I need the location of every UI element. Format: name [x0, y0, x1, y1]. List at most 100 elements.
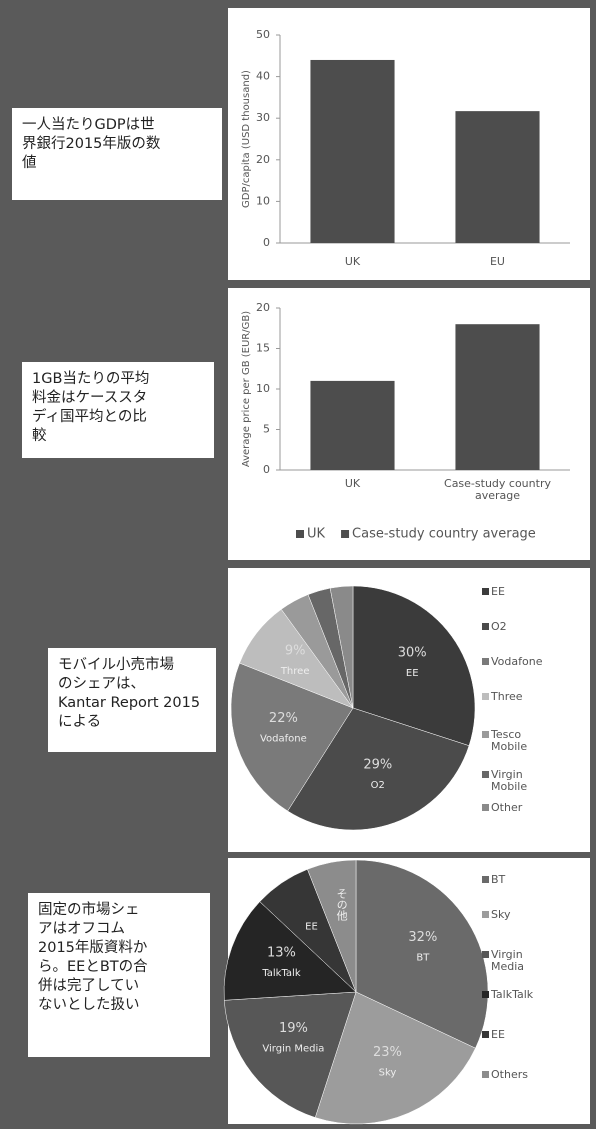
- bar: [455, 324, 540, 470]
- legend-swatch: [482, 588, 489, 595]
- value-label: 23%: [373, 1045, 402, 1060]
- note-line: 固定の市場シェ: [38, 902, 140, 918]
- legend-label: Virgin Media: [491, 948, 525, 973]
- pie-slice: [329, 585, 354, 709]
- note: モバイル小売市場 のシェアは、 Kantar Report 2015 による: [48, 648, 216, 752]
- y-axis-label: Average price per GB (EUR/GB): [241, 311, 252, 467]
- value-label: 22%: [269, 711, 298, 726]
- legend-swatch: [296, 530, 304, 538]
- legend-swatch: [341, 530, 350, 538]
- legend-label: Virgin Mobile: [491, 768, 528, 793]
- x-tick-label: UK: [344, 477, 361, 490]
- legend-label: BT: [491, 873, 506, 886]
- legend-label: Vodafone: [491, 655, 543, 668]
- pie-slice: [287, 707, 470, 831]
- value-label: 13%: [267, 946, 296, 961]
- legend-swatch: [482, 951, 489, 958]
- slice-label: O2: [371, 780, 385, 791]
- legend-swatch: [482, 876, 489, 883]
- slice-label: TalkTalk: [261, 968, 301, 979]
- note-line: ら。EEとBTの合: [38, 959, 148, 975]
- note-line: 併は完了してい: [38, 978, 140, 994]
- note-line: による: [58, 714, 102, 730]
- pie-slice: [307, 859, 357, 993]
- y-tick-label: 0: [263, 236, 270, 249]
- y-tick-label: 20: [256, 301, 270, 314]
- legend-label: Tesco Mobile: [491, 728, 528, 753]
- note-line: 界銀行2015年版の数: [22, 136, 161, 152]
- x-tick-label: EU: [489, 255, 505, 268]
- note-line: アはオフコム: [38, 921, 125, 937]
- legend-label: Three: [491, 690, 523, 703]
- y-tick-label: 0: [263, 463, 270, 476]
- legend-label: Others: [491, 1068, 528, 1081]
- y-tick-label: 5: [263, 423, 270, 436]
- pie-slice: [314, 991, 476, 1125]
- bar: [310, 59, 395, 244]
- slice-label: Vodafone: [260, 734, 307, 745]
- pie-slice: [223, 991, 357, 1118]
- note: 1GB当たりの平均 料金はケーススタ ディ国平均との比較: [22, 362, 214, 458]
- y-tick-label: 40: [256, 70, 270, 83]
- legend-swatch: [482, 693, 489, 700]
- slice-label: Three: [280, 666, 310, 677]
- pie-slice: [355, 859, 489, 1049]
- note-line: 値: [22, 155, 37, 171]
- y-tick-label: 15: [256, 342, 270, 355]
- value-label: 9%: [285, 644, 306, 659]
- legend-swatch: [482, 911, 489, 918]
- note-line: Kantar Report 2015: [58, 695, 201, 711]
- legend-label: EE: [491, 585, 505, 598]
- note-line: 較: [32, 428, 47, 444]
- legend-label: O2: [491, 620, 507, 633]
- legend-swatch: [482, 991, 489, 998]
- note-line: ディ国平均との比: [32, 409, 147, 425]
- note-line: 一人当たりGDPは世: [22, 117, 155, 133]
- note-line: のシェアは、: [58, 676, 145, 692]
- slice-label: EE: [305, 921, 318, 932]
- note-line: 1GB当たりの平均: [32, 371, 150, 387]
- note-line: ないとした扱い: [38, 997, 140, 1013]
- legend-swatch: [482, 623, 489, 630]
- legend-label: Sky: [491, 908, 511, 921]
- value-label: 19%: [279, 1021, 308, 1036]
- y-tick-label: 30: [256, 111, 270, 124]
- y-tick-label: 50: [256, 28, 270, 41]
- legend-label: EE: [491, 1028, 505, 1041]
- note: 一人当たりGDPは世 界銀行2015年版の数値: [12, 108, 222, 200]
- slice-label: Sky: [379, 1068, 397, 1079]
- slice-label: Virgin Media: [262, 1044, 324, 1055]
- note-line: 料金はケーススタ: [32, 390, 148, 406]
- bar: [455, 111, 540, 244]
- y-tick-label: 10: [256, 194, 270, 207]
- bar: [310, 380, 395, 470]
- legend-label: UK: [307, 527, 326, 542]
- pie-slice: [352, 585, 476, 747]
- slice-label: その他: [335, 888, 348, 921]
- legend-label: Case-study country average: [352, 527, 536, 542]
- pie-slice: [223, 901, 357, 1001]
- note: 固定の市場シェ アはオフコム 2015年版資料か ら。EEとBTの合 併は完了してい ない…: [28, 893, 210, 1057]
- note-line: モバイル小売市場: [58, 657, 174, 673]
- slice-label: BT: [416, 953, 430, 964]
- legend-swatch: [482, 1071, 489, 1078]
- legend-swatch: [482, 1031, 489, 1038]
- legend-swatch: [482, 731, 489, 738]
- note-line: 2015年版資料か: [38, 940, 148, 956]
- slice-label: EE: [406, 668, 419, 679]
- value-label: 30%: [398, 645, 427, 660]
- value-label: 29%: [363, 757, 392, 772]
- y-tick-label: 20: [256, 153, 270, 166]
- pie-slice: [230, 662, 354, 812]
- value-label: 32%: [408, 930, 437, 945]
- legend-swatch: [482, 658, 489, 665]
- y-axis-label: GDP/capita (USD thousand): [241, 70, 252, 208]
- x-tick-label: UK: [344, 255, 361, 268]
- legend-label: Other: [491, 801, 523, 814]
- legend-swatch: [482, 804, 489, 811]
- legend-label: TalkTalk: [491, 988, 534, 1001]
- legend-swatch: [482, 771, 489, 778]
- y-tick-label: 10: [256, 382, 270, 395]
